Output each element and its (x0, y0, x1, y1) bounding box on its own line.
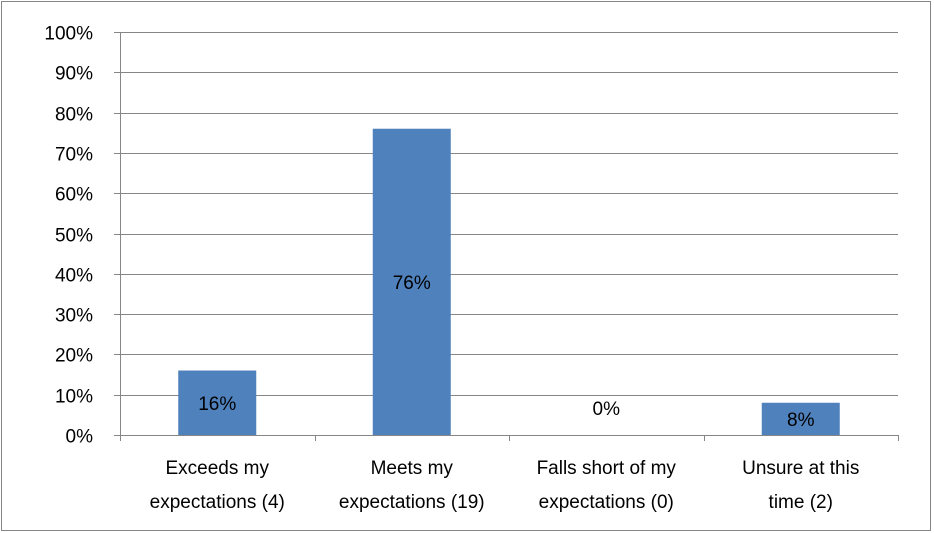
y-tick-label: 10% (55, 387, 93, 408)
data-label: 8% (787, 410, 815, 431)
bars (178, 128, 840, 435)
y-tick-label: 70% (55, 145, 93, 166)
x-category-label: expectations (4) (150, 492, 285, 513)
y-tick-label: 60% (55, 185, 93, 206)
data-label: 0% (593, 399, 621, 420)
x-axis-categories: Exceeds my expectations (4) Meets my expect… (150, 458, 860, 513)
x-category-label: Exceeds my (166, 458, 270, 479)
data-label: 76% (393, 273, 431, 294)
y-tick-label: 80% (55, 105, 93, 126)
y-tick-label: 50% (55, 226, 93, 247)
y-tick-label: 30% (55, 306, 93, 327)
y-axis-ticks: 0% 10% 20% 30% 40% 50% 60% 70% 80% 90% 100% (44, 24, 93, 448)
axes (114, 32, 899, 441)
y-tick-label: 40% (55, 266, 93, 287)
x-category-label: Unsure at this (742, 458, 859, 479)
data-labels: 16% 76% 0% 8% (198, 273, 814, 431)
x-category-label: Falls short of my (537, 458, 677, 479)
bar (372, 128, 451, 435)
gridlines (120, 32, 898, 396)
y-tick-label: 90% (55, 64, 93, 85)
y-tick-label: 0% (66, 427, 94, 448)
y-tick-label: 20% (55, 346, 93, 367)
x-category-label: time (2) (769, 492, 833, 513)
x-category-label: expectations (0) (539, 492, 674, 513)
bar (178, 370, 257, 435)
y-tick-label: 100% (44, 24, 93, 45)
x-category-label: expectations (19) (339, 492, 485, 513)
bar (761, 402, 840, 435)
x-category-label: Meets my (371, 458, 454, 479)
data-label: 16% (198, 394, 236, 415)
